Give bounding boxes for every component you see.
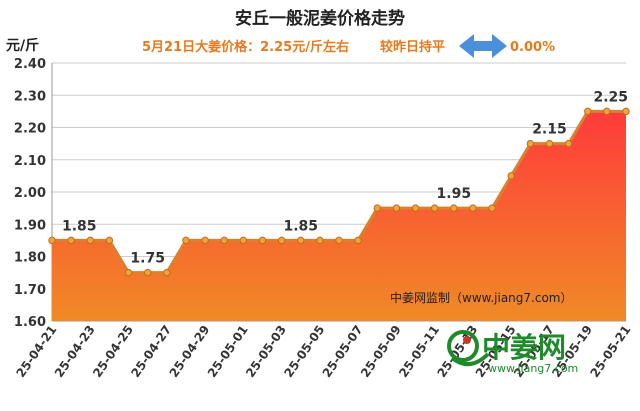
y-tick-label: 1.90 <box>14 218 46 233</box>
data-point <box>86 236 94 245</box>
data-label: 2.15 <box>532 122 567 138</box>
change-label: 较昨日持平 <box>380 39 445 55</box>
data-point <box>507 172 515 180</box>
y-tick-label: 1.70 <box>14 283 46 298</box>
data-label: 1.95 <box>437 186 472 202</box>
data-point <box>201 236 209 245</box>
data-point <box>297 236 305 245</box>
data-point <box>430 204 439 212</box>
data-label: 1.75 <box>130 251 165 267</box>
y-tick-label: 1.80 <box>14 251 46 266</box>
data-point <box>603 107 611 116</box>
data-point <box>67 236 75 245</box>
data-point <box>545 139 554 148</box>
data-label: 2.25 <box>593 89 628 105</box>
site-logo: 中姜网 www.jiang7.com <box>447 330 578 375</box>
logo-text: 中姜网 <box>482 331 566 364</box>
y-tick-label: 2.00 <box>14 186 46 201</box>
data-point <box>335 236 343 245</box>
y-tick-label: 2.10 <box>14 154 46 169</box>
data-point <box>277 236 286 245</box>
data-point <box>316 236 324 245</box>
data-point <box>488 204 496 212</box>
ginger-logo-icon <box>447 330 490 366</box>
watermark-text: 中姜网监制（www.jiang7.com） <box>390 290 572 305</box>
data-label: 1.85 <box>283 218 318 234</box>
data-point <box>450 204 458 212</box>
data-point <box>105 236 114 245</box>
data-point <box>124 268 133 277</box>
data-point <box>143 268 152 277</box>
chart-subtitle: 5月21日大姜价格：2.25元/斤左右 <box>142 39 349 55</box>
data-markers <box>48 107 630 277</box>
double-arrow-icon <box>459 34 507 58</box>
data-point <box>392 204 401 212</box>
y-tick-label: 2.20 <box>14 122 46 137</box>
data-point <box>239 236 248 245</box>
data-point <box>469 204 477 212</box>
data-point <box>526 139 535 148</box>
data-point <box>220 236 228 245</box>
data-label: 1.85 <box>62 218 97 234</box>
data-point <box>373 204 381 212</box>
data-point <box>354 236 362 245</box>
change-value: 0.00% <box>510 40 555 55</box>
y-axis-ticks: 1.60 1.70 1.80 1.90 2.00 2.10 2.20 2.30 2.40 <box>14 57 46 330</box>
area-fill <box>52 111 626 321</box>
y-axis-unit: 元/斤 <box>6 37 39 54</box>
data-labels: 1.85 1.75 1.85 1.95 2.15 2.25 <box>62 89 628 266</box>
data-point <box>584 107 592 116</box>
data-point <box>182 236 190 245</box>
data-point <box>622 107 630 116</box>
data-point <box>163 268 171 277</box>
data-point <box>258 236 267 245</box>
data-point <box>564 139 573 148</box>
price-area <box>52 109 626 321</box>
y-tick-label: 1.60 <box>14 315 46 330</box>
data-point <box>411 204 420 212</box>
logo-url: www.jiang7.com <box>488 362 578 375</box>
y-tick-label: 2.40 <box>14 57 46 72</box>
chart-title: 安丘一般泥姜价格走势 <box>235 8 405 29</box>
y-tick-label: 2.30 <box>14 89 46 104</box>
data-point <box>48 236 56 245</box>
